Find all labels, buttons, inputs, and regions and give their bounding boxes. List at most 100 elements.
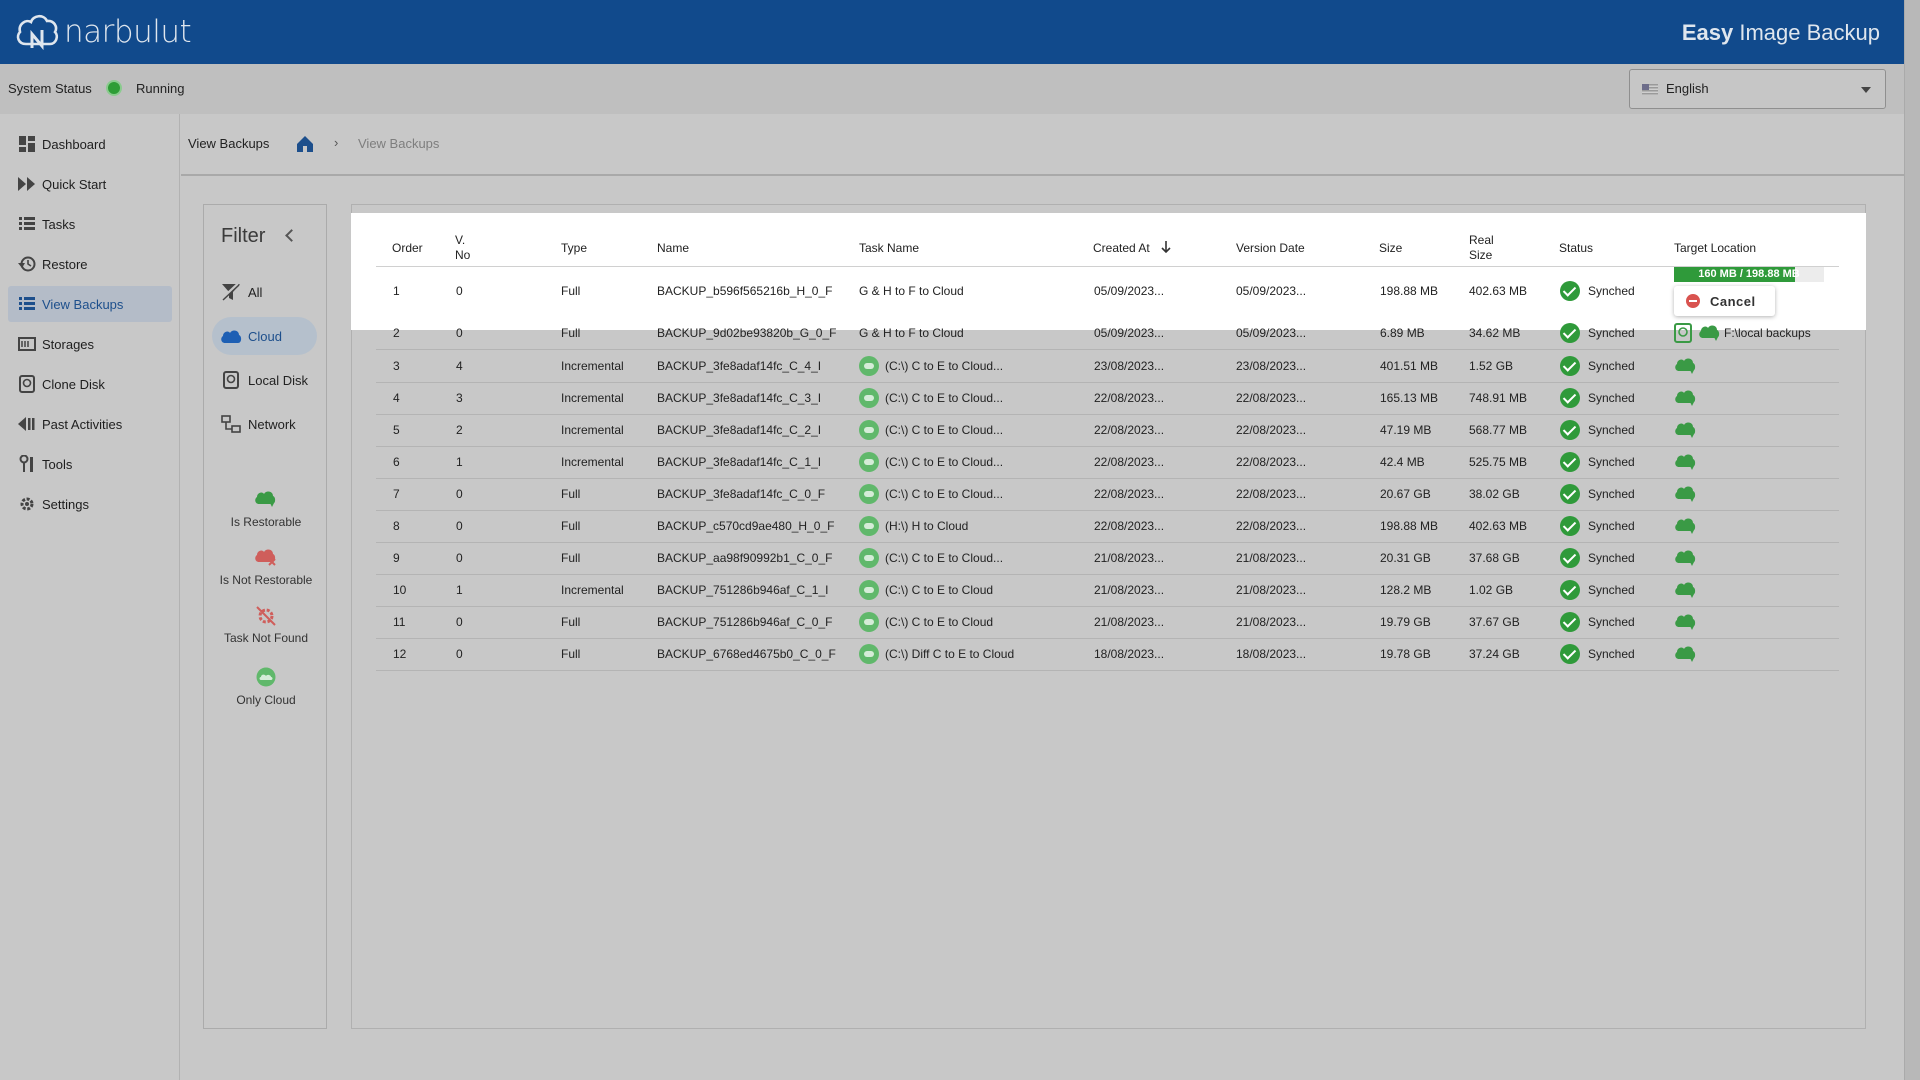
filter-local-disk[interactable]: Local Disk	[212, 361, 317, 399]
table-row[interactable]: 4 3 Incremental BACKUP_3fe8adaf14fc_C_3_I (C…	[376, 382, 1839, 414]
cell-order: 12	[393, 647, 407, 661]
cell-name: BACKUP_3fe8adaf14fc_C_0_F	[657, 487, 826, 501]
cell-size: 47.19 MB	[1380, 423, 1432, 437]
row-divider	[376, 478, 1839, 479]
col-header-task-name[interactable]: Task Name	[859, 241, 920, 255]
cell-created-at: 23/08/2023...	[1094, 359, 1165, 373]
legend-label: Is Not Restorable	[219, 573, 313, 587]
table-row[interactable]: 6 1 Incremental BACKUP_3fe8adaf14fc_C_1_I (C…	[376, 446, 1839, 478]
table-row[interactable]: 2 0 Full BACKUP_9d02be93820b_G_0_F G & H to …	[376, 317, 1839, 349]
highlighted-row-overlay	[351, 213, 1866, 330]
cell-order: 11	[393, 615, 406, 629]
sidebar-item-dashboard[interactable]: Dashboard	[8, 126, 172, 162]
cancel-upload-button[interactable]: Cancel	[1674, 286, 1775, 316]
col-header-type[interactable]: Type	[561, 241, 588, 255]
narbulut-logo[interactable]: narbulut	[14, 8, 192, 56]
cell-type: Full	[561, 284, 581, 298]
cell-order: 3	[393, 359, 400, 373]
cloud-not-restorable-icon	[254, 547, 278, 567]
cloud-restorable-icon[interactable]	[1674, 420, 1698, 440]
col-header-real-size[interactable]: Real Size	[1469, 233, 1494, 263]
sidebar-item-restore[interactable]: Restore	[8, 246, 172, 282]
table-row[interactable]: 7 0 Full BACKUP_3fe8adaf14fc_C_0_F (C:\) C t…	[376, 478, 1839, 510]
cell-created-at: 21/08/2023...	[1094, 551, 1165, 565]
check-circle-icon	[1560, 281, 1580, 301]
col-header-order[interactable]: Order	[392, 241, 423, 255]
cell-created-at: 05/09/2023...	[1094, 284, 1165, 298]
cell-version-no: 4	[456, 359, 463, 373]
breadcrumb-current: View Backups	[358, 136, 440, 151]
cell-type: Full	[561, 615, 581, 629]
cloud-restorable-icon[interactable]	[1674, 356, 1698, 376]
cell-version-date: 23/08/2023...	[1236, 359, 1307, 373]
header-divider	[376, 266, 1839, 267]
legend-is-restorable: Is Restorable	[204, 489, 328, 529]
cell-order: 5	[393, 423, 400, 437]
cell-version-date: 21/08/2023...	[1236, 583, 1307, 597]
restore-icon	[18, 255, 36, 273]
legend-label: Is Restorable	[230, 515, 302, 529]
sidebar-item-label: Storages	[42, 336, 95, 352]
cloud-restorable-icon[interactable]	[1674, 452, 1698, 472]
language-selected: English	[1666, 81, 1709, 96]
dashboard-icon	[18, 135, 36, 153]
cloud-restorable-icon[interactable]	[1698, 323, 1722, 343]
col-header-real-size-line2: Size	[1469, 248, 1493, 262]
home-icon[interactable]	[295, 134, 315, 154]
col-header-size[interactable]: Size	[1379, 241, 1403, 255]
cell-order: 4	[393, 391, 400, 405]
sidebar-item-past-activities[interactable]: Past Activities	[8, 406, 172, 442]
table-row[interactable]: 8 0 Full BACKUP_c570cd9ae480_H_0_F (H:\) H t…	[376, 510, 1839, 542]
cloud-restorable-icon[interactable]	[1674, 516, 1698, 536]
cloud-restorable-icon[interactable]	[1674, 548, 1698, 568]
table-row[interactable]: 5 2 Incremental BACKUP_3fe8adaf14fc_C_2_I (C…	[376, 414, 1839, 446]
us-flag-icon	[1642, 84, 1658, 95]
row-divider	[376, 382, 1839, 383]
backups-list-icon	[18, 295, 36, 313]
app-title-rest: Image Backup	[1733, 20, 1880, 45]
sidebar-item-tools[interactable]: Tools	[8, 446, 172, 482]
language-select[interactable]: English	[1629, 69, 1886, 109]
cell-version-no: 0	[456, 647, 463, 661]
filter-cloud[interactable]: Cloud	[212, 317, 317, 355]
col-header-status[interactable]: Status	[1559, 241, 1594, 255]
table-row[interactable]: 1 0 Full BACKUP_b596f565216b_H_0_F G & H to …	[376, 275, 1839, 307]
cloud-restorable-icon[interactable]	[1674, 580, 1698, 600]
sidebar-item-quick-start[interactable]: Quick Start	[8, 166, 172, 202]
cloud-restorable-icon[interactable]	[1674, 484, 1698, 504]
sidebar-item-settings[interactable]: Settings	[8, 486, 172, 522]
page-scrollbar[interactable]	[1904, 0, 1920, 1080]
cell-name: BACKUP_c570cd9ae480_H_0_F	[657, 519, 835, 533]
sidebar-item-clone-disk[interactable]: Clone Disk	[8, 366, 172, 402]
cell-version-no: 0	[456, 487, 463, 501]
table-row[interactable]: 10 1 Incremental BACKUP_751286b946af_C_1_I (…	[376, 574, 1839, 606]
check-circle-icon	[1560, 580, 1580, 600]
sidebar-item-storages[interactable]: Storages	[8, 326, 172, 362]
cell-real-size: 1.52 GB	[1469, 359, 1514, 373]
col-header-target-location[interactable]: Target Location	[1674, 241, 1757, 255]
col-header-version-date[interactable]: Version Date	[1236, 241, 1305, 255]
filter-network[interactable]: Network	[212, 405, 317, 443]
cell-name: BACKUP_6768ed4675b0_C_0_F	[657, 647, 836, 661]
cloud-restorable-icon[interactable]	[1674, 644, 1698, 664]
cell-status: Synched	[1588, 583, 1635, 597]
filter-all[interactable]: All	[212, 273, 317, 311]
col-header-name[interactable]: Name	[657, 241, 690, 255]
cloud-restorable-icon[interactable]	[1674, 388, 1698, 408]
cloud-restorable-icon[interactable]	[1674, 612, 1698, 632]
sidebar-item-view-backups[interactable]: View Backups	[8, 286, 172, 322]
sidebar-item-label: Past Activities	[42, 416, 123, 432]
cell-type: Incremental	[561, 423, 624, 437]
table-row[interactable]: 9 0 Full BACKUP_aa98f90992b1_C_0_F (C:\) C t…	[376, 542, 1839, 574]
chevron-left-icon[interactable]	[285, 229, 298, 242]
table-row[interactable]: 11 0 Full BACKUP_751286b946af_C_0_F (C:\) C …	[376, 606, 1839, 638]
legend-only-cloud: Only Cloud	[204, 667, 328, 707]
table-row[interactable]: 3 4 Incremental BACKUP_3fe8adaf14fc_C_4_I (C…	[376, 350, 1839, 382]
cell-size: 128.2 MB	[1380, 583, 1432, 597]
cell-order: 8	[393, 519, 400, 533]
table-row[interactable]: 12 0 Full BACKUP_6768ed4675b0_C_0_F (C:\) Di…	[376, 638, 1839, 670]
col-header-created-at[interactable]: Created At	[1093, 241, 1171, 257]
col-header-vno[interactable]: V. No	[455, 233, 470, 263]
cell-real-size: 402.63 MB	[1469, 519, 1528, 533]
sidebar-item-tasks[interactable]: Tasks	[8, 206, 172, 242]
